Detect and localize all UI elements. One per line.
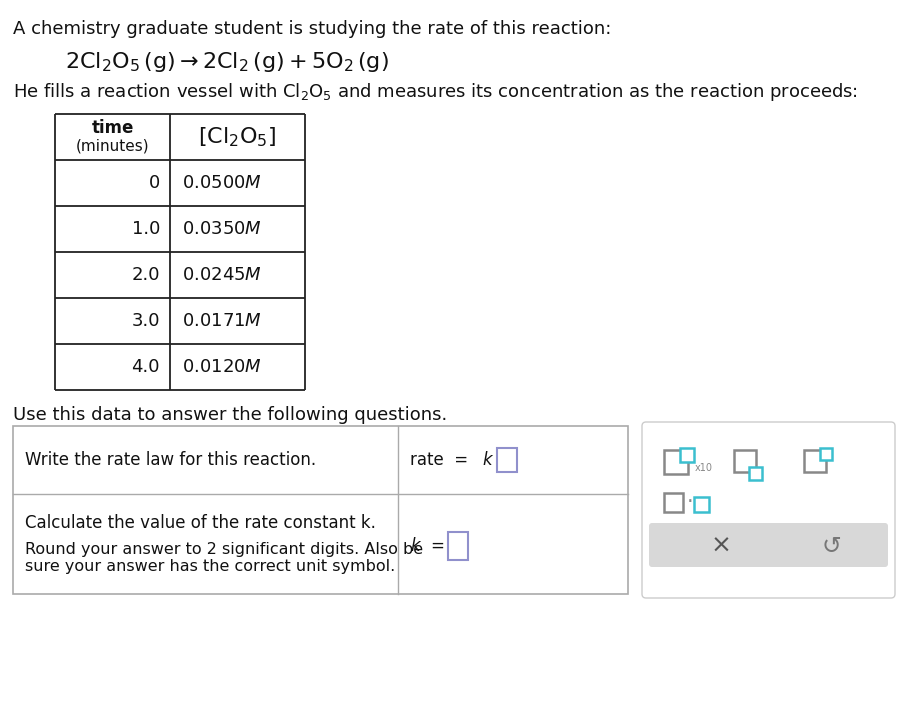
Text: $\mathrm{[Cl_2O_5]}$: $\mathrm{[Cl_2O_5]}$	[198, 125, 277, 149]
Text: A chemistry graduate student is studying the rate of this reaction:: A chemistry graduate student is studying…	[13, 20, 611, 38]
Text: 2.0: 2.0	[131, 266, 160, 284]
Text: Use this data to answer the following questions.: Use this data to answer the following qu…	[13, 406, 448, 424]
Bar	[820, 448, 832, 460]
Text: ↺: ↺	[821, 534, 841, 558]
Bar	[664, 450, 688, 474]
Text: $\mathrm{0.0350\mathit{M}}$: $\mathrm{0.0350\mathit{M}}$	[182, 220, 262, 238]
Bar	[749, 467, 762, 480]
Bar	[734, 450, 756, 472]
Text: $\mathrm{0.0500\mathit{M}}$: $\mathrm{0.0500\mathit{M}}$	[182, 174, 262, 192]
Bar	[664, 493, 683, 512]
Bar	[804, 450, 826, 472]
Bar	[694, 497, 709, 512]
Bar	[680, 448, 694, 462]
Text: $\mathrm{0.0120\mathit{M}}$: $\mathrm{0.0120\mathit{M}}$	[182, 358, 262, 376]
FancyBboxPatch shape	[649, 523, 888, 567]
Text: 4.0: 4.0	[131, 358, 160, 376]
Text: time: time	[91, 119, 134, 137]
Text: 3.0: 3.0	[131, 312, 160, 330]
Text: $k$  =: $k$ =	[410, 537, 444, 555]
Text: sure your answer has the correct unit symbol.: sure your answer has the correct unit sy…	[25, 559, 395, 574]
FancyBboxPatch shape	[497, 448, 517, 472]
Text: 1.0: 1.0	[132, 220, 160, 238]
Text: x10: x10	[695, 463, 713, 473]
Text: Calculate the value of the rate constant k.: Calculate the value of the rate constant…	[25, 514, 376, 532]
Text: 0: 0	[149, 174, 160, 192]
FancyBboxPatch shape	[642, 422, 895, 598]
FancyBboxPatch shape	[448, 532, 468, 560]
Text: Round your answer to 2 significant digits. Also be: Round your answer to 2 significant digit…	[25, 542, 423, 557]
Text: He fills a reaction vessel with $\mathrm{Cl_2O_5}$ and measures its concentratio: He fills a reaction vessel with $\mathrm…	[13, 81, 858, 103]
Text: $\mathrm{0.0171\mathit{M}}$: $\mathrm{0.0171\mathit{M}}$	[182, 312, 262, 330]
Text: ·: ·	[687, 492, 693, 512]
Text: (minutes): (minutes)	[76, 139, 150, 153]
Text: ×: ×	[711, 534, 732, 558]
Text: Write the rate law for this reaction.: Write the rate law for this reaction.	[25, 451, 316, 469]
Text: $\mathrm{2Cl_2O_5\,(g) \rightarrow 2Cl_2\,(g)+5O_2\,(g)}$: $\mathrm{2Cl_2O_5\,(g) \rightarrow 2Cl_2…	[65, 50, 389, 74]
Text: $k$: $k$	[482, 451, 494, 469]
Text: rate  =: rate =	[410, 451, 479, 469]
Text: $\mathrm{0.0245\mathit{M}}$: $\mathrm{0.0245\mathit{M}}$	[182, 266, 262, 284]
FancyBboxPatch shape	[13, 426, 628, 594]
